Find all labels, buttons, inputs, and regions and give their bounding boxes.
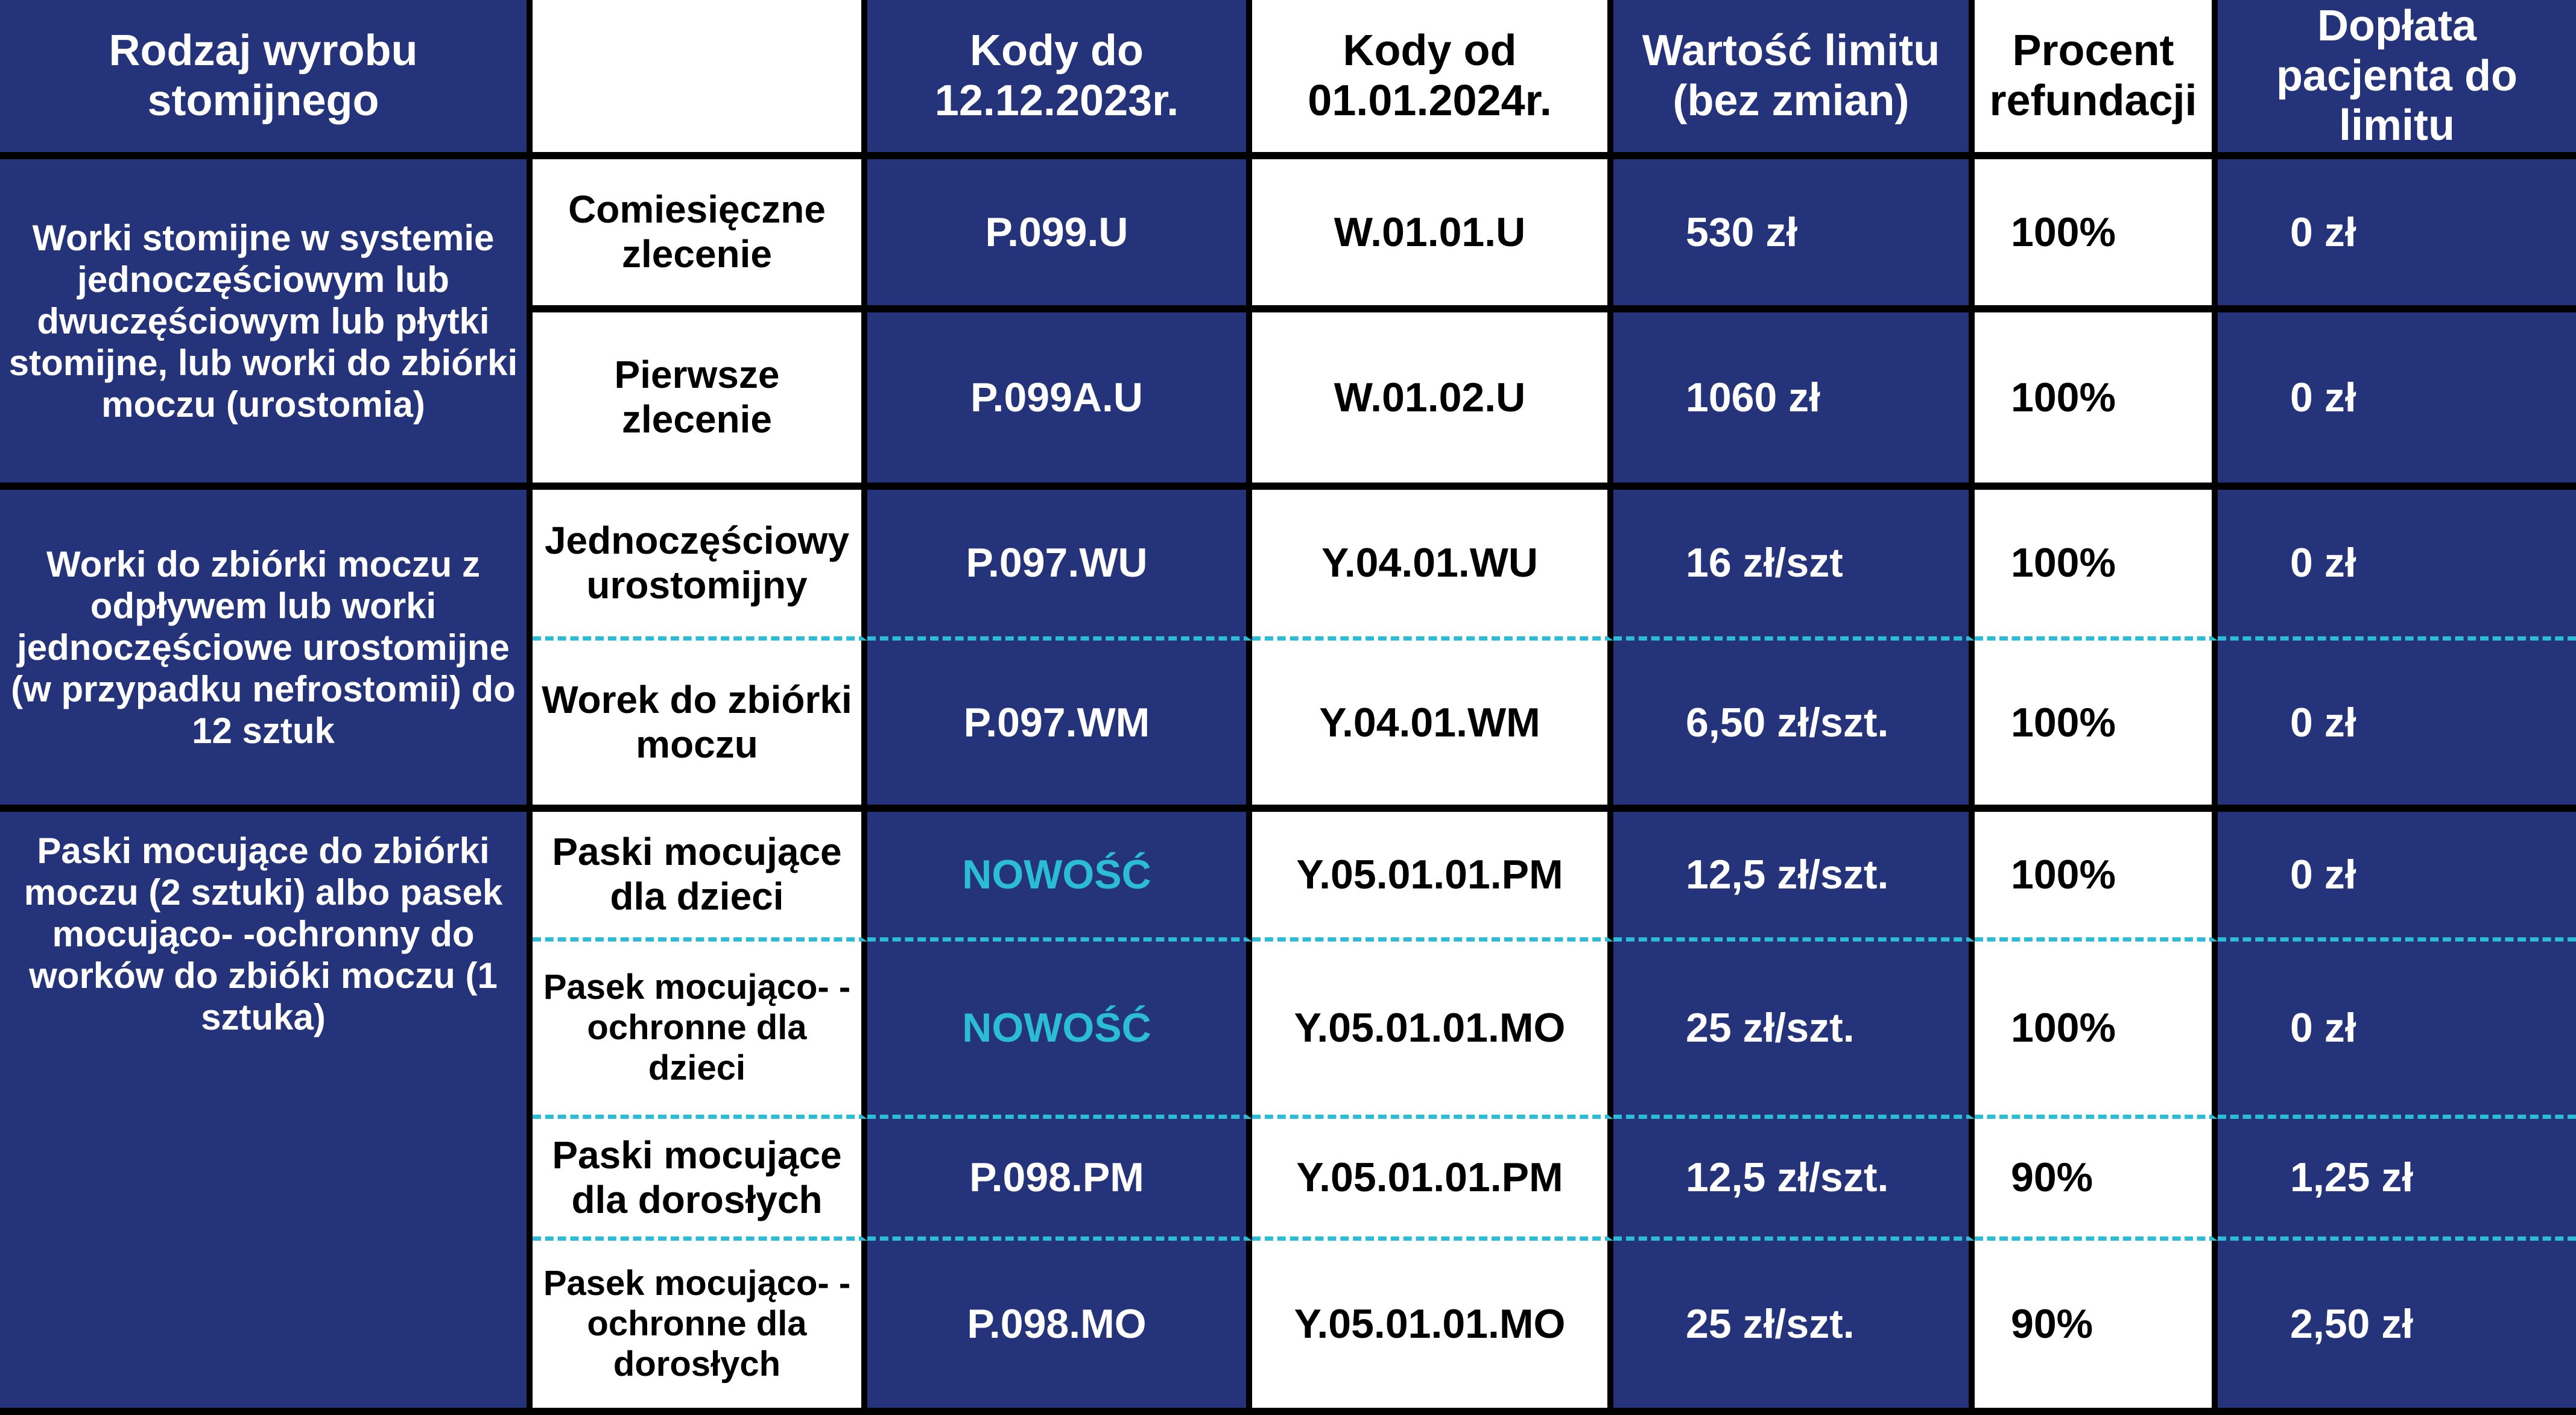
copay-cell: 0 zł	[2218, 312, 2576, 490]
old-code-cell: P.097.WU	[867, 490, 1252, 641]
subtype-cell: Pasek mocująco- -ochronne dla dorosłych	[533, 1241, 867, 1415]
new-code-cell: Y.05.01.01.MO	[1252, 942, 1613, 1119]
table-row: Worki do zbiórki moczu z odpływem lub wo…	[0, 490, 2576, 812]
limit-cell: 25 zł/szt.	[1613, 1241, 1975, 1415]
new-code-cell: Y.04.01.WM	[1252, 641, 1613, 812]
refund-percent-cell: 100%	[1975, 942, 2218, 1119]
old-code-cell: P.099A.U	[867, 312, 1252, 490]
refund-percent-cell: 100%	[1975, 641, 2218, 812]
new-code-cell: Y.05.01.01.PM	[1252, 812, 1613, 942]
limit-cell: 1060 zł	[1613, 312, 1975, 490]
new-code-cell: W.01.01.U	[1252, 159, 1613, 312]
table-row: Pierwsze zlecenie P.099A.U W.01.02.U 1060 z…	[0, 312, 2576, 490]
header-product-type: Rodzaj wyrobu stomijnego	[0, 0, 533, 159]
header-copay: Dopłata pacjenta do limitu	[2218, 0, 2576, 159]
header-row: Rodzaj wyrobu stomijnego Kody do 12.12.2…	[0, 0, 2576, 159]
copay-cell: 0 zł	[2218, 490, 2576, 641]
header-limit: Wartość limitu (bez zmian)	[1613, 0, 1975, 159]
category-cell: Paski mocujące do zbiórki moczu (2 sztuk…	[0, 812, 533, 1415]
old-code-cell: P.097.WM	[867, 641, 1252, 812]
new-badge: NOWOŚĆ	[867, 942, 1252, 1119]
subtype-cell: Pasek mocująco- -ochronne dla dzieci	[533, 942, 867, 1119]
table-row: Paski mocujące do zbiórki moczu (2 sztuk…	[0, 812, 2576, 1415]
header-new-codes: Kody od 01.01.2024r.	[1252, 0, 1613, 159]
copay-cell: 1,25 zł	[2218, 1119, 2576, 1241]
refund-percent-cell: 100%	[1975, 312, 2218, 490]
old-code-cell: P.099.U	[867, 159, 1252, 312]
subtype-cell: Comiesięczne zlecenie	[533, 159, 867, 312]
old-code-cell: P.098.MO	[867, 1241, 1252, 1415]
table-row: Pasek mocująco- -ochronne dla dorosłych P…	[0, 1241, 2576, 1415]
copay-cell: 0 zł	[2218, 159, 2576, 312]
limit-cell: 6,50 zł/szt.	[1613, 641, 1975, 812]
table-row: Worki stomijne w systemie jednoczęściowy…	[0, 159, 2576, 490]
old-code-cell: P.098.PM	[867, 1119, 1252, 1241]
header-subtype	[533, 0, 867, 159]
new-code-cell: Y.05.01.01.PM	[1252, 1119, 1613, 1241]
limit-cell: 530 zł	[1613, 159, 1975, 312]
subtype-cell: Jednoczęściowy urostomijny	[533, 490, 867, 641]
header-refund-percent: Procent refundacji	[1975, 0, 2218, 159]
new-code-cell: W.01.02.U	[1252, 312, 1613, 490]
subtype-cell: Paski mocujące dla dorosłych	[533, 1119, 867, 1241]
new-code-cell: Y.05.01.01.MO	[1252, 1241, 1613, 1415]
new-code-cell: Y.04.01.WU	[1252, 490, 1613, 641]
limit-cell: 25 zł/szt.	[1613, 942, 1975, 1119]
subtype-cell: Worek do zbiórki moczu	[533, 641, 867, 812]
category-cell: Worki do zbiórki moczu z odpływem lub wo…	[0, 490, 533, 812]
subtype-cell: Paski mocujące dla dzieci	[533, 812, 867, 942]
refund-percent-cell: 100%	[1975, 490, 2218, 641]
limit-cell: 16 zł/szt	[1613, 490, 1975, 641]
copay-cell: 0 zł	[2218, 812, 2576, 942]
refund-percent-cell: 90%	[1975, 1241, 2218, 1415]
new-badge: NOWOŚĆ	[867, 812, 1252, 942]
limit-cell: 12,5 zł/szt.	[1613, 1119, 1975, 1241]
copay-cell: 0 zł	[2218, 641, 2576, 812]
subtype-cell: Pierwsze zlecenie	[533, 312, 867, 490]
refund-percent-cell: 100%	[1975, 159, 2218, 312]
header-old-codes: Kody do 12.12.2023r.	[867, 0, 1252, 159]
refund-percent-cell: 90%	[1975, 1119, 2218, 1241]
table-row: Pasek mocująco- -ochronne dla dzieci NOWO…	[0, 942, 2576, 1119]
table-row: Paski mocujące dla dorosłych P.098.PM Y.05…	[0, 1119, 2576, 1241]
copay-cell: 2,50 zł	[2218, 1241, 2576, 1415]
table-row: Worek do zbiórki moczu P.097.WM Y.04.01.WM…	[0, 641, 2576, 812]
copay-cell: 0 zł	[2218, 942, 2576, 1119]
category-cell: Worki stomijne w systemie jednoczęściowy…	[0, 159, 533, 490]
limit-cell: 12,5 zł/szt.	[1613, 812, 1975, 942]
refund-percent-cell: 100%	[1975, 812, 2218, 942]
